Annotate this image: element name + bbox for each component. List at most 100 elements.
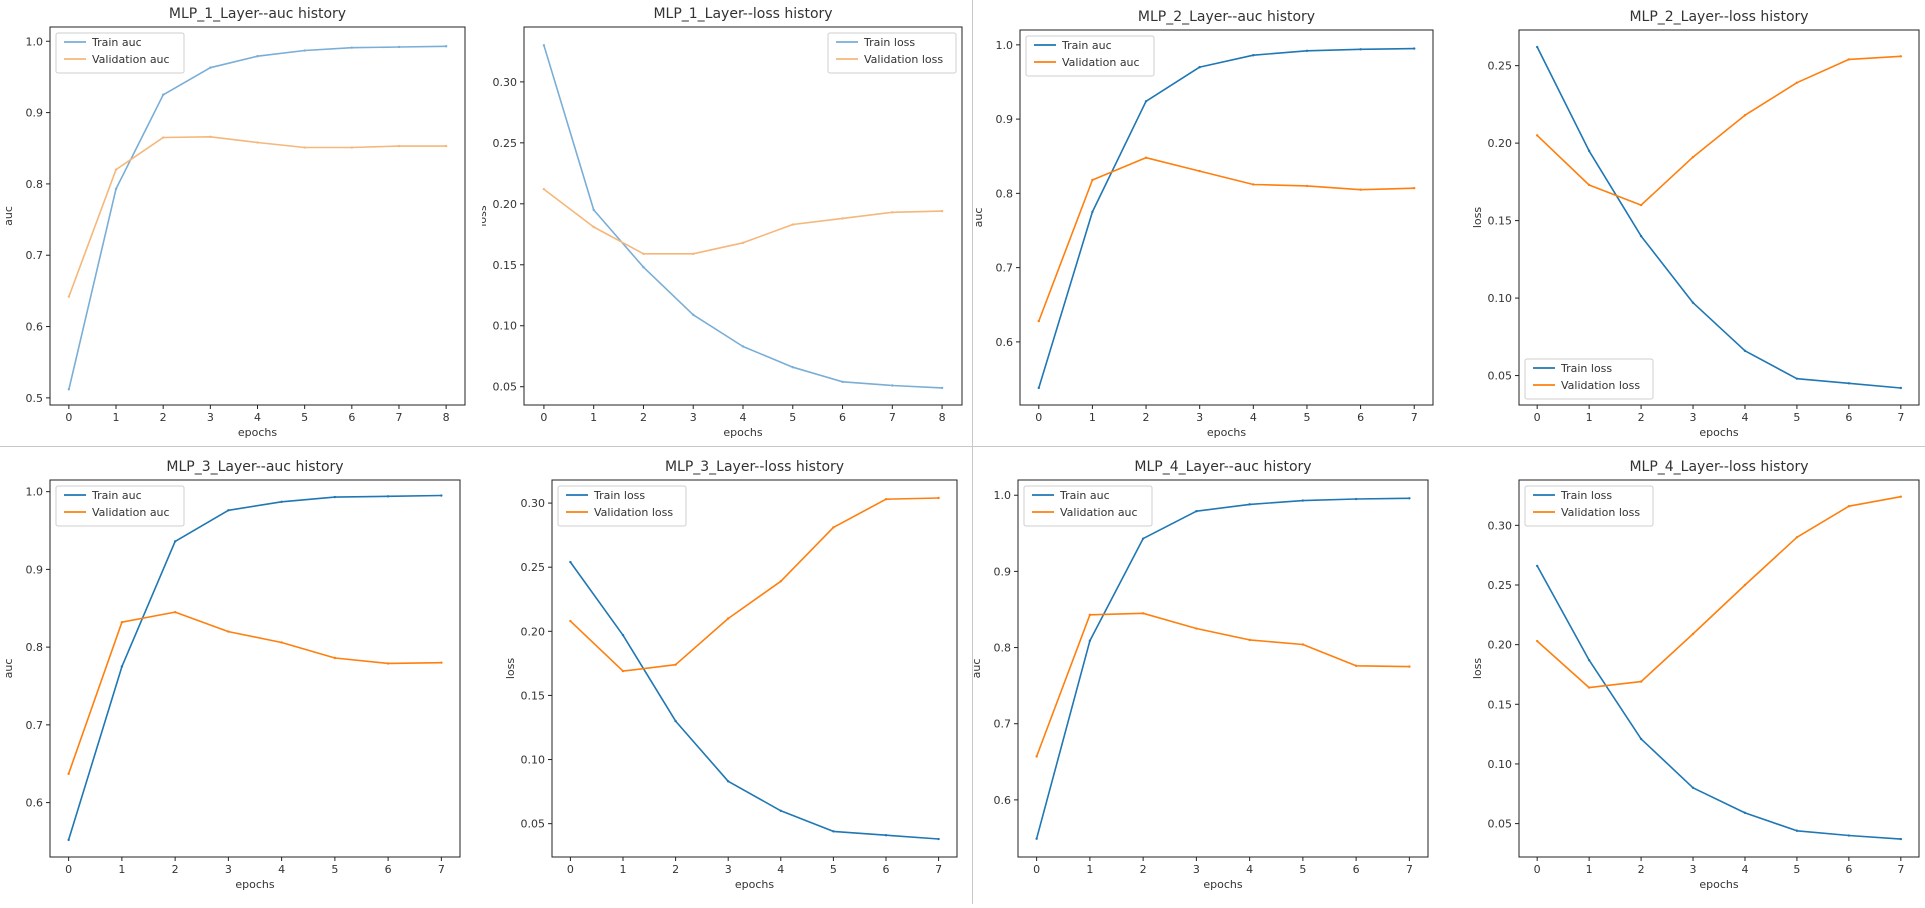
- data-point-train-auc: [161, 93, 165, 96]
- x-tick-label: 6: [1357, 411, 1364, 424]
- y-tick-label: 0.20: [1488, 137, 1513, 150]
- chart-svg: MLP_4_Layer--loss history 0 1 2 3 4 5 6 7 0.05 0.1…: [1471, 459, 1920, 891]
- y-tick-label: 1.0: [26, 35, 44, 48]
- data-point-validation-auc: [350, 146, 354, 149]
- series-line-train-auc: [68, 45, 447, 390]
- data-point-train-loss: [937, 837, 940, 841]
- data-point-train-auc: [397, 45, 401, 49]
- y-tick-label: 0.10: [493, 320, 518, 333]
- x-axis-label: epochs: [235, 878, 274, 891]
- x-tick-label: 2: [1140, 863, 1147, 876]
- x-tick-label: 3: [1690, 411, 1697, 424]
- data-point-validation-loss: [1743, 114, 1747, 117]
- x-tick-label: 4: [278, 863, 285, 876]
- chart-svg: MLP_3_Layer--loss history 0 1 2 3 4 5 6 7 0.05 0.1…: [504, 459, 958, 891]
- data-point-validation-loss: [1795, 81, 1799, 84]
- data-point-validation-loss: [1795, 536, 1799, 539]
- data-point-train-loss: [1847, 834, 1851, 837]
- x-tick-label: 4: [1246, 863, 1253, 876]
- data-point-validation-auc: [397, 144, 401, 148]
- y-axis-label: auc: [2, 659, 15, 679]
- data-point-validation-loss: [1743, 583, 1747, 587]
- x-tick-label: 4: [740, 411, 747, 424]
- series-line-validation-auc: [1038, 156, 1415, 322]
- y-tick-label: 0.6: [26, 797, 44, 810]
- data-point-validation-auc: [1359, 188, 1362, 191]
- data-point-train-loss: [642, 266, 645, 269]
- x-tick-label: 6: [1845, 411, 1852, 424]
- y-tick-label: 0.7: [26, 719, 44, 732]
- x-tick-label: 5: [1299, 863, 1306, 876]
- x-tick-label: 3: [690, 411, 697, 424]
- chart-svg: MLP_1_Layer--loss history 0 1 2 3 4 5 6 7 8 0.05 0.…: [476, 6, 963, 439]
- x-tick-label: 5: [830, 863, 837, 876]
- data-point-validation-loss: [1899, 55, 1903, 58]
- data-point-validation-auc: [1252, 183, 1255, 186]
- x-tick-label: 1: [1586, 863, 1593, 876]
- x-tick-label: 0: [1534, 863, 1541, 876]
- x-tick-label: 5: [1793, 411, 1800, 424]
- data-point-validation-auc: [67, 772, 70, 776]
- y-tick-label: 0.8: [26, 178, 44, 191]
- x-tick-label: 5: [1793, 863, 1800, 876]
- data-point-train-loss: [1691, 786, 1695, 790]
- axes-frame: [49, 26, 466, 406]
- x-tick-label: 5: [331, 863, 338, 876]
- series-line-train-loss: [1536, 46, 1901, 389]
- x-axis-label: epochs: [238, 426, 277, 439]
- y-tick-label: 0.9: [994, 565, 1012, 578]
- data-point-train-loss: [1795, 377, 1799, 380]
- data-point-validation-auc: [303, 146, 306, 149]
- data-point-train-loss: [1899, 386, 1903, 390]
- series-line-train-auc: [1035, 497, 1410, 839]
- data-point-validation-auc: [333, 656, 337, 660]
- data-point-validation-auc: [120, 621, 124, 624]
- data-point-validation-loss: [1899, 495, 1903, 498]
- data-point-train-loss: [1639, 737, 1643, 741]
- x-tick-label: 3: [725, 863, 732, 876]
- data-point-validation-loss: [569, 619, 572, 623]
- y-tick-label: 0.7: [26, 249, 44, 262]
- legend-label: Train loss: [863, 36, 915, 49]
- series-line-train-loss: [543, 45, 943, 389]
- data-point-train-auc: [1091, 210, 1094, 214]
- legend-label: Validation loss: [1561, 379, 1640, 392]
- chart-title: MLP_1_Layer--loss history: [653, 6, 832, 22]
- x-tick-label: 6: [882, 863, 889, 876]
- data-point-train-auc: [1305, 49, 1309, 52]
- x-tick-label: 2: [160, 411, 167, 424]
- x-tick-label: 7: [438, 863, 445, 876]
- data-point-train-loss: [1795, 829, 1799, 832]
- x-tick-label: 2: [1638, 863, 1645, 876]
- legend-label: Validation loss: [594, 506, 673, 519]
- legend: Train loss Validation loss: [557, 485, 687, 527]
- data-point-train-auc: [227, 509, 230, 512]
- series-line-train-auc: [1038, 47, 1415, 389]
- data-point-validation-auc: [227, 630, 230, 633]
- x-tick-label: 0: [540, 411, 547, 424]
- x-axis-label: epochs: [1699, 878, 1738, 891]
- chart-svg: MLP_3_Layer--auc history 0 1 2 3 4 5 6 7 0.6 0.7 0.…: [2, 459, 461, 891]
- x-tick-label: 7: [1411, 411, 1418, 424]
- data-point-validation-auc: [1354, 664, 1358, 668]
- legend: Train loss Validation loss: [1524, 358, 1654, 400]
- x-tick-label: 2: [672, 863, 679, 876]
- y-tick-label: 0.9: [996, 113, 1014, 126]
- x-tick-label: 1: [620, 863, 627, 876]
- chart-title: MLP_2_Layer--auc history: [1138, 9, 1315, 25]
- data-point-train-loss: [621, 633, 625, 637]
- x-tick-label: 1: [590, 411, 597, 424]
- data-point-train-loss: [1847, 382, 1851, 385]
- y-tick-label: 0.25: [493, 137, 518, 150]
- data-point-validation-auc: [1144, 156, 1148, 159]
- data-point-train-loss: [1899, 837, 1903, 841]
- axes-frame: [551, 479, 958, 858]
- axes-frame: [49, 479, 461, 858]
- y-tick-label: 1.0: [996, 39, 1014, 52]
- x-tick-label: 3: [1193, 863, 1200, 876]
- data-point-validation-loss: [937, 496, 940, 500]
- legend-box: [557, 485, 687, 527]
- data-point-train-auc: [209, 66, 212, 69]
- chart-mlp-3-layer-loss-history: MLP_3_Layer--loss history 0 1 2 3 4 5 6 7 0.05 0.1…: [482, 447, 972, 904]
- x-tick-label: 6: [385, 863, 392, 876]
